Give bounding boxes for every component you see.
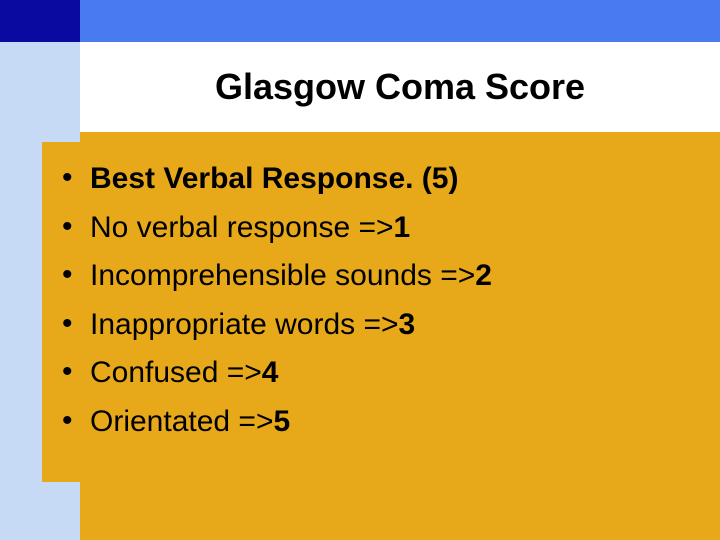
bullet-icon: •: [62, 403, 90, 436]
content-box: •Best Verbal Response. (5)•No verbal res…: [42, 142, 684, 482]
list-item-text: Incomprehensible sounds =>2: [90, 257, 492, 295]
list-item: •Confused =>4: [62, 354, 668, 392]
content-wrapper: •Best Verbal Response. (5)•No verbal res…: [0, 132, 720, 540]
list-item: •Best Verbal Response. (5): [62, 160, 668, 198]
bullet-icon: •: [62, 257, 90, 290]
list-item-text: Inappropriate words =>3: [90, 306, 415, 344]
list-item-text: Orientated =>5: [90, 403, 290, 441]
bullet-icon: •: [62, 306, 90, 339]
bullet-icon: •: [62, 354, 90, 387]
list-item-text: Best Verbal Response. (5): [90, 160, 458, 198]
title-area: Glasgow Coma Score: [80, 42, 720, 132]
bullet-icon: •: [62, 160, 90, 193]
list-item-text: No verbal response =>1: [90, 209, 410, 247]
list-item: •Incomprehensible sounds =>2: [62, 257, 668, 295]
list-item: •Inappropriate words =>3: [62, 306, 668, 344]
bullet-icon: •: [62, 209, 90, 242]
list-item: •Orientated =>5: [62, 403, 668, 441]
header-accent-right: [80, 0, 720, 42]
header-bar: [0, 0, 720, 42]
list-item: •No verbal response =>1: [62, 209, 668, 247]
header-accent-left: [0, 0, 80, 42]
list-item-text: Confused =>4: [90, 354, 278, 392]
slide-title: Glasgow Coma Score: [215, 66, 585, 108]
